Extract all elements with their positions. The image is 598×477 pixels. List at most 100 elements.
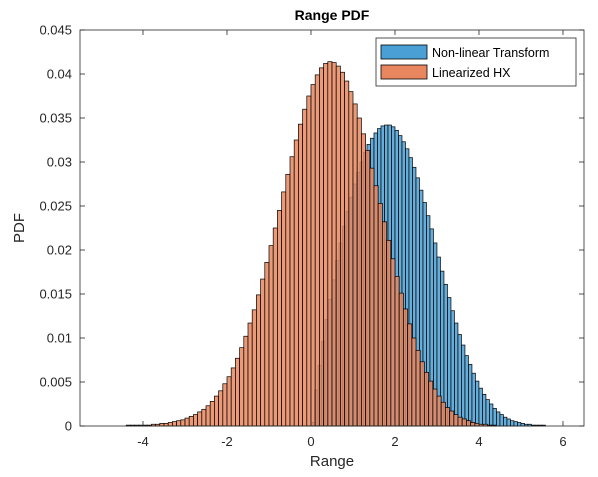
histogram-bar (510, 420, 515, 427)
histogram-bar (457, 334, 462, 427)
histogram-bar (436, 395, 442, 427)
histogram-bar (482, 393, 487, 427)
histogram-bar (403, 308, 408, 427)
histogram-bar (398, 292, 404, 427)
histogram-bar (235, 357, 240, 427)
x-tick-label: 0 (307, 434, 314, 449)
histogram-bar (281, 191, 287, 427)
histogram-bar (201, 408, 207, 427)
histogram-bar (319, 67, 324, 427)
x-tick-label: -4 (137, 434, 149, 449)
histogram-bar (461, 344, 466, 427)
x-tick-label: 4 (475, 434, 482, 449)
histogram-bar (449, 410, 455, 427)
histogram-bar (373, 185, 379, 427)
histogram-bar (167, 422, 173, 427)
histogram-bar (377, 203, 383, 427)
histogram-bar (461, 418, 467, 427)
axes-layer (79, 29, 585, 427)
histogram-bar (302, 108, 308, 427)
y-tick-label: 0.015 (39, 287, 72, 302)
y-tick-label: 0.04 (47, 67, 72, 82)
histogram-bar (492, 408, 497, 427)
histogram-bar (272, 227, 278, 427)
histogram-bar (470, 422, 476, 427)
y-axis-label: PDF (11, 213, 28, 243)
histogram-bar (239, 347, 245, 427)
y-tick-label: 0.02 (47, 243, 72, 258)
histogram-bar (222, 383, 228, 427)
y-tick-label: 0.005 (39, 375, 72, 390)
histogram-bar (230, 367, 236, 427)
histogram-bar (478, 387, 483, 427)
histogram-bar (361, 133, 366, 427)
y-tick-label: 0.035 (39, 111, 72, 126)
histogram-bar (344, 80, 350, 427)
histogram-bar (218, 390, 224, 427)
histogram-bar (471, 372, 476, 427)
histogram-bar (419, 361, 425, 427)
histogram-bar (369, 167, 375, 427)
y-tick-label: 0.01 (47, 331, 72, 346)
histogram-bar (277, 210, 282, 427)
histogram-bar (424, 371, 429, 427)
histogram-bar (432, 388, 438, 427)
histogram-bar (306, 95, 312, 427)
histogram-bar (513, 421, 518, 427)
histogram-bar (485, 399, 490, 427)
histogram-bar (348, 91, 354, 427)
histogram-bar (503, 416, 508, 427)
histogram-bar (468, 364, 473, 427)
histogram-bar (407, 323, 413, 427)
histogram-bar (264, 261, 270, 427)
histogram-bar (327, 61, 333, 427)
histogram-bar (180, 419, 186, 427)
histogram-bar (499, 414, 504, 427)
histogram-bar (394, 276, 400, 427)
histogram-bar (440, 401, 446, 427)
y-tick-label: 0.03 (47, 155, 72, 170)
x-axis-label: Range (310, 453, 354, 470)
histogram-bar (489, 403, 494, 427)
histogram-bar (496, 411, 501, 427)
histogram-bar (453, 414, 459, 427)
histogram-bar (506, 418, 511, 427)
x-tick-label: 6 (559, 434, 566, 449)
y-tick-label: 0.025 (39, 199, 72, 214)
histogram-bar (356, 117, 362, 427)
y-tick-label: 0.045 (39, 23, 72, 38)
histogram-bar (260, 278, 266, 427)
histogram-bar (428, 380, 434, 427)
histogram-bar (251, 309, 257, 427)
histogram-bar (352, 103, 358, 427)
histogram-bar (457, 416, 463, 427)
histogram-bar (285, 173, 291, 427)
chart-title: Range PDF (295, 7, 370, 23)
legend-swatch-linearized-hx (380, 64, 428, 80)
histogram-bar (298, 123, 303, 427)
histogram-bar (411, 337, 417, 427)
legend-label-non-linear-transform: Non-linear Transform (432, 46, 549, 60)
histogram-bar (454, 322, 459, 427)
histogram-bar (193, 414, 198, 427)
histogram-bar (293, 139, 299, 427)
legend-swatch-non-linear-transform (380, 44, 428, 60)
histogram-bar (386, 239, 392, 427)
histogram-bar (415, 349, 421, 427)
histogram-bar (466, 420, 471, 427)
histogram-bar (268, 245, 274, 427)
histogram-bar (176, 420, 182, 427)
histogram-bar (340, 71, 345, 427)
x-tick-label: 2 (391, 434, 398, 449)
histogram-bar (464, 355, 469, 427)
histogram-bar (209, 401, 215, 427)
histogram-bar (197, 411, 203, 427)
legend-label-linearized-hx: Linearized HX (432, 66, 511, 80)
histogram-bar (214, 395, 219, 427)
histogram-bar (205, 405, 211, 427)
histogram-bar (382, 221, 387, 427)
histogram-bar (323, 63, 329, 427)
histogram-bar (365, 150, 371, 427)
histogram-bar (243, 335, 249, 427)
